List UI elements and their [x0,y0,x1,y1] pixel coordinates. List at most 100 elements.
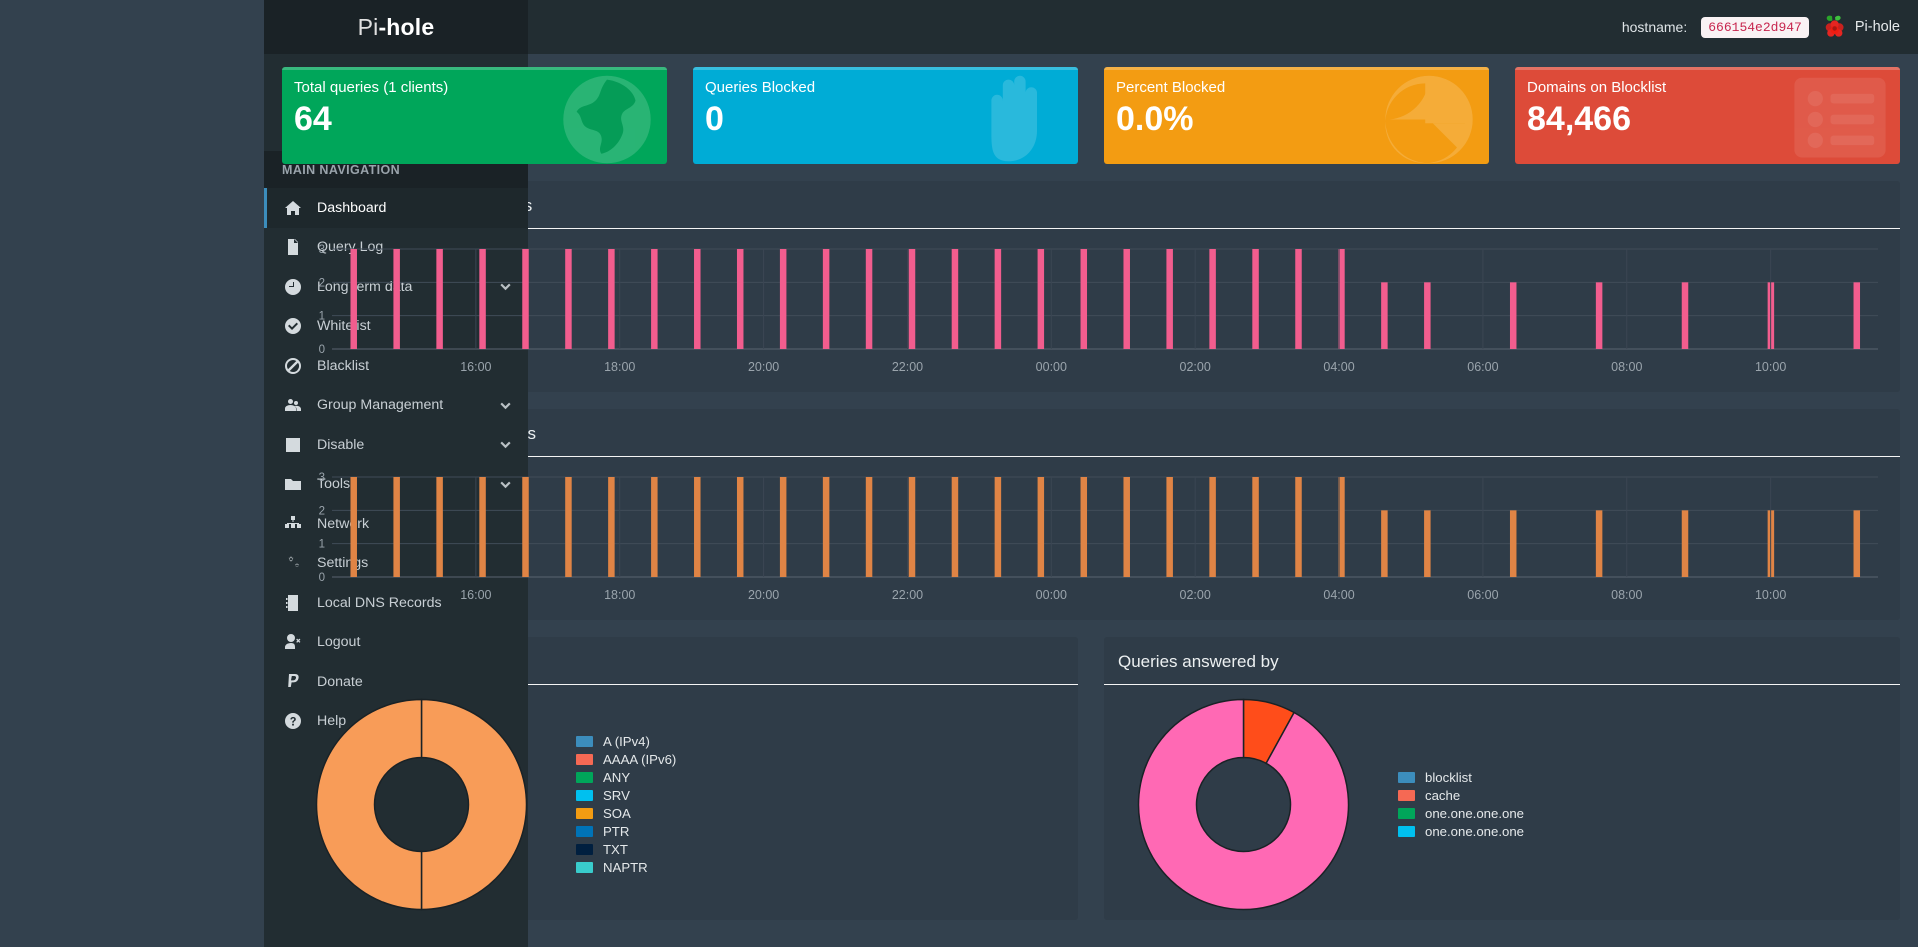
bar [651,477,658,577]
sidebar-item-tools[interactable]: Tools [264,465,528,505]
sidebar-item-dashboard[interactable]: Dashboard [264,188,528,228]
chevron-down-icon [500,481,511,488]
bar [865,249,873,349]
bar [565,249,572,349]
logo-text-hole: -hole [378,13,435,40]
legend-item[interactable]: A (IPv4) [576,733,676,751]
bar [1338,249,1345,349]
bar [436,477,443,577]
answered-by-donut[interactable] [1118,697,1368,912]
bar [951,477,959,577]
legend-swatch [1398,790,1415,801]
x-tick-label: 22:00 [892,360,923,374]
query-types-donut[interactable] [296,697,546,912]
bar [1123,477,1130,577]
bar [1595,282,1603,349]
x-tick-label: 04:00 [1323,360,1354,374]
bar [822,477,830,577]
stat-card-value: 64 [294,100,332,138]
legend-item[interactable]: SOA [576,805,676,823]
stat-card-title: Total queries (1 clients) [294,79,449,96]
legend-label: one.one.one.one [1425,806,1525,821]
chevron-down-icon [500,441,511,449]
x-tick-label: 02:00 [1180,588,1211,602]
sidebar-item-group-management[interactable]: Group Management [264,386,528,426]
sidebar-item-local-dns-records[interactable]: Local DNS Records [264,583,528,623]
sidebar-item-logout[interactable]: Logout [264,623,528,663]
legend-item[interactable]: SRV [576,787,676,805]
panel-answered-by: Queries answered by blocklist cache one.on… [1104,637,1900,920]
chart-client-activity-svg: 0 1 2 3 16:00 18:00 20:00 22:00 00:00 02:00 04:00 0… [319,472,1878,602]
panel-total-queries: Total queries over last 24 hours 012316:… [282,181,1900,392]
bar [393,249,400,349]
chart-client-activity[interactable]: 0 1 2 3 16:00 18:00 20:00 22:00 00:00 02:00 04:00 0… [296,469,1886,612]
bar [994,477,1002,577]
bar [1681,282,1689,349]
sidebar-item-whitelist[interactable]: Whitelist [264,307,528,347]
sidebar-item-label: Whitelist [317,318,371,335]
legend-item[interactable]: TXT [576,841,676,859]
legend-swatch [1398,808,1415,819]
square-icon [285,437,307,453]
legend-item[interactable]: ANY [576,769,676,787]
bar [1853,282,1861,349]
x-tick-label: 18:00 [604,588,635,602]
sidebar-item-label: Help [317,713,347,730]
bar [1209,477,1216,577]
legend-label: PTR [603,824,630,839]
donut-slice [420,698,527,911]
bar [1853,510,1861,577]
sidebar-item-disable[interactable]: Disable [264,425,528,465]
donut-slice [315,698,422,911]
legend-label: cache [1425,788,1461,803]
legend-item[interactable]: AAAA (IPv6) [576,751,676,769]
sidebar-item-help[interactable]: Help [264,702,528,742]
x-tick-label: 00:00 [1036,588,1067,602]
y-tick-label: 0 [319,344,325,356]
brand-link[interactable]: Pi-hole [1823,14,1900,40]
legend-label: blocklist [1425,770,1472,785]
bar [1338,477,1345,577]
bar [908,477,916,577]
chart-total-queries[interactable]: 0 1 2 3 16:00 18:00 20:00 22:00 00:00 02:00 04:00 0… [296,241,1886,384]
bar [608,249,615,349]
chevron-down-icon [500,402,511,409]
legend-swatch [576,826,593,837]
bar [1123,249,1130,349]
legend-swatch [576,772,593,783]
sidebar-logo[interactable]: Pi -hole [264,0,528,54]
hostname-label: hostname: [1621,19,1688,35]
sidebar-item-donate[interactable]: Donate [264,662,528,702]
legend-label: A (IPv4) [603,734,650,749]
sidebar-item-query-log[interactable]: Query Log [264,228,528,268]
sidebar-item-blacklist[interactable]: Blacklist [264,346,528,386]
x-tick-label: 02:00 [1180,360,1211,374]
stat-card-total-queries-1-clients-[interactable]: Total queries (1 clients) 64 [282,67,667,164]
stat-card-queries-blocked[interactable]: Queries Blocked 0 [693,67,1078,164]
question-circle-icon [285,713,307,730]
bar [822,249,830,349]
list-icon [1794,77,1886,158]
clock-icon [285,278,307,295]
legend-item[interactable]: cache [1398,787,1524,805]
legend-item[interactable]: one.one.one.one [1398,805,1524,823]
raspberry-pi-small-icon [1825,15,1844,37]
sidebar-item-label: Tools [317,476,351,493]
bar [908,249,916,349]
bar [779,249,787,349]
x-tick-label: 18:00 [604,360,635,374]
chevron-down-icon [500,283,511,291]
legend-item[interactable]: PTR [576,823,676,841]
bar [479,249,486,349]
legend-item[interactable]: one.one.one.one [1398,823,1524,841]
bar [1295,249,1302,349]
bar [522,477,529,577]
x-tick-label: 20:00 [748,360,779,374]
y-tick-label: 2 [319,277,325,289]
main-area: hostname: 666154e2d947 Pi-hole [264,0,1918,947]
legend-item[interactable]: NAPTR [576,859,676,877]
stat-card-domains-on-blocklist[interactable]: Domains on Blocklist 84,466 [1515,67,1900,164]
stat-card-percent-blocked[interactable]: Percent Blocked 0.0% [1104,67,1489,164]
legend-item[interactable]: blocklist [1398,769,1524,787]
